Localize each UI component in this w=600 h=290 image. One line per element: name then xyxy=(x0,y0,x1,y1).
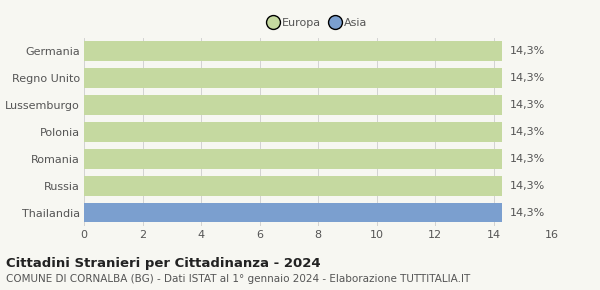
Legend: Europa, Asia: Europa, Asia xyxy=(269,18,367,28)
Text: COMUNE DI CORNALBA (BG) - Dati ISTAT al 1° gennaio 2024 - Elaborazione TUTTITALI: COMUNE DI CORNALBA (BG) - Dati ISTAT al … xyxy=(6,274,470,284)
Bar xyxy=(84,95,502,115)
Text: 14,3%: 14,3% xyxy=(509,73,545,83)
Bar xyxy=(84,41,502,61)
Text: 14,3%: 14,3% xyxy=(509,208,545,218)
Bar xyxy=(84,149,502,168)
Bar xyxy=(84,68,502,88)
Bar xyxy=(84,176,502,195)
Text: Cittadini Stranieri per Cittadinanza - 2024: Cittadini Stranieri per Cittadinanza - 2… xyxy=(6,257,320,270)
Text: 14,3%: 14,3% xyxy=(509,181,545,191)
Text: 14,3%: 14,3% xyxy=(509,46,545,56)
Bar xyxy=(84,122,502,142)
Text: 14,3%: 14,3% xyxy=(509,154,545,164)
Bar xyxy=(84,203,502,222)
Text: 14,3%: 14,3% xyxy=(509,127,545,137)
Text: 14,3%: 14,3% xyxy=(509,100,545,110)
